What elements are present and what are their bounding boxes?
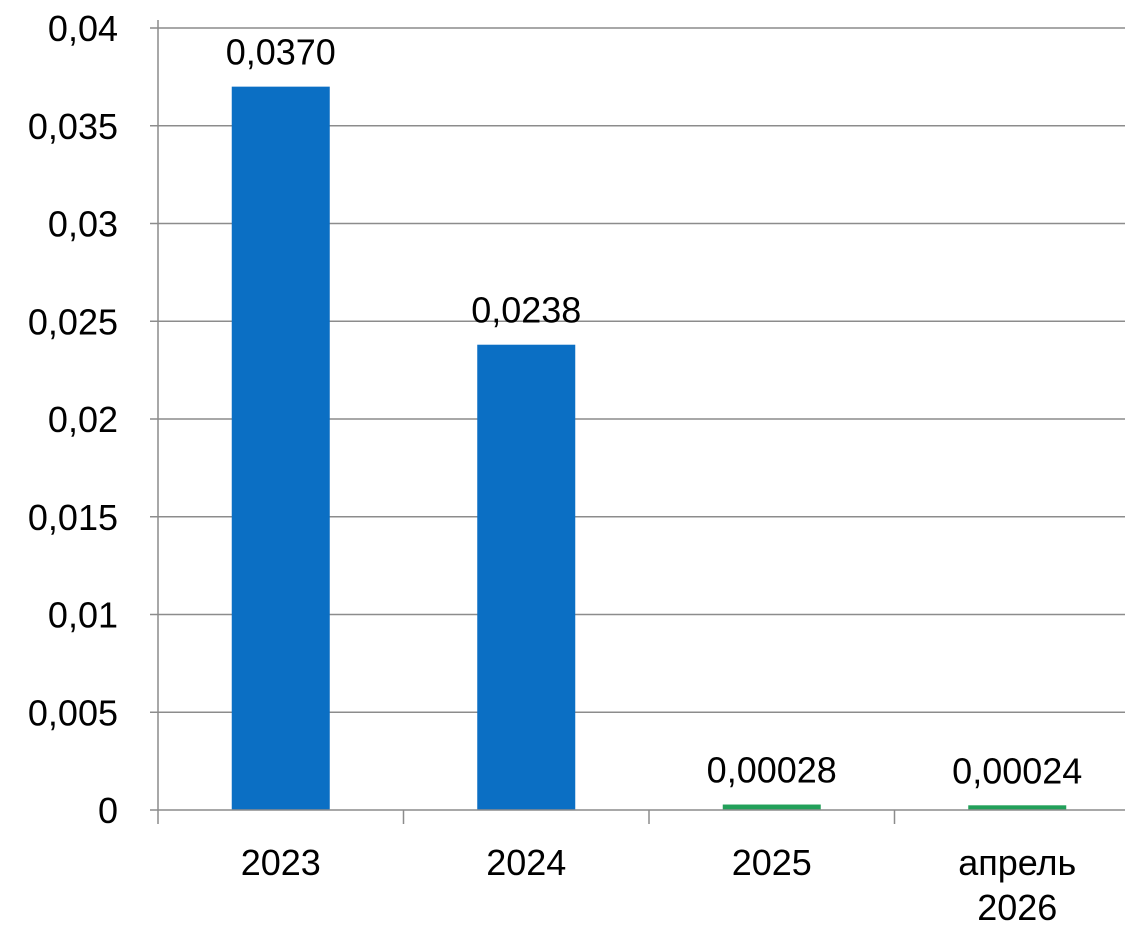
data-labels: 0,0370 0,0238 0,00028 0,00024: [226, 32, 1083, 792]
bar: [968, 805, 1067, 810]
y-tick-label: 0,005: [28, 692, 118, 733]
y-tick-label: 0,035: [28, 106, 118, 147]
y-tick-label: 0,01: [48, 595, 118, 636]
y-tick-label: 0,02: [48, 399, 118, 440]
y-tick-label: 0: [98, 790, 118, 831]
x-tick-label: 2024: [486, 842, 566, 883]
x-tick-label: 2026: [977, 887, 1057, 928]
data-label: 0,00024: [952, 750, 1082, 791]
axes: [150, 20, 1125, 824]
y-tick-labels: 0 0,005 0,01 0,015 0,02 0,025 0,03 0,035 0,04: [28, 8, 118, 831]
y-tick-label: 0,03: [48, 204, 118, 245]
y-tick-label: 0,04: [48, 8, 118, 49]
y-tick-label: 0,025: [28, 301, 118, 342]
data-label: 0,0370: [226, 32, 336, 73]
x-tick-label: 2025: [732, 842, 812, 883]
bar: [722, 804, 821, 810]
bar: [231, 86, 330, 810]
x-tick-label: 2023: [241, 842, 321, 883]
bar: [477, 344, 576, 810]
x-tick-label: апрель: [958, 842, 1076, 883]
bars: [231, 86, 1067, 810]
data-label: 0,00028: [707, 750, 837, 791]
y-tick-label: 0,015: [28, 497, 118, 538]
data-label: 0,0238: [471, 290, 581, 331]
